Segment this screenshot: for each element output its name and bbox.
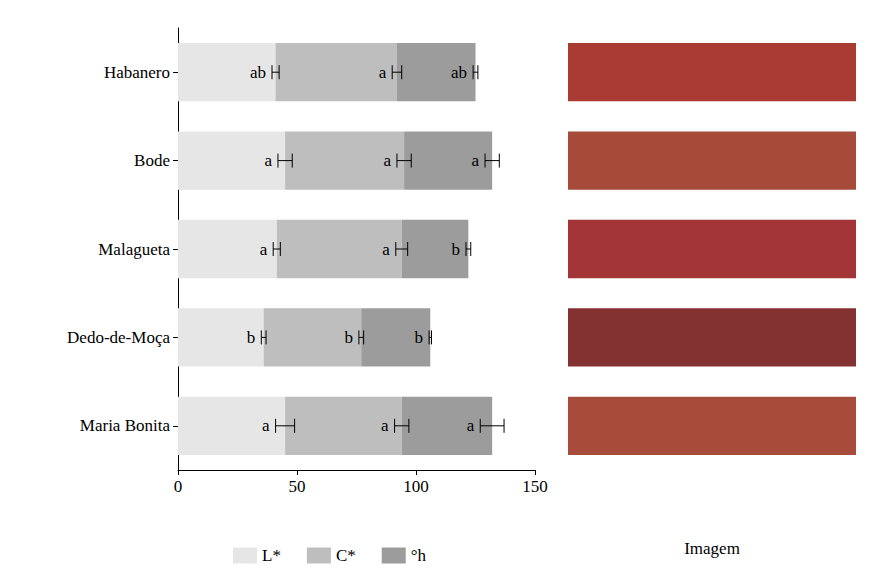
svg-text:a: a [471, 151, 479, 170]
svg-text:Habanero: Habanero [104, 63, 170, 82]
svg-text:a: a [382, 240, 390, 259]
svg-text:C*: C* [336, 546, 356, 565]
svg-text:ab: ab [451, 63, 467, 82]
svg-text:a: a [467, 416, 475, 435]
svg-text:a: a [260, 240, 268, 259]
svg-text:0: 0 [174, 477, 183, 496]
svg-text:a: a [381, 416, 389, 435]
svg-text:a: a [383, 151, 391, 170]
svg-text:Malagueta: Malagueta [98, 240, 170, 259]
svg-text:Imagem: Imagem [684, 539, 740, 558]
svg-text:°h: °h [411, 546, 427, 565]
svg-text:100: 100 [403, 477, 429, 496]
svg-text:b: b [344, 328, 353, 347]
svg-text:b: b [247, 328, 256, 347]
svg-text:a: a [264, 151, 272, 170]
svg-text:b: b [451, 240, 460, 259]
svg-text:L*: L* [262, 546, 281, 565]
svg-text:Dedo-de-Moça: Dedo-de-Moça [67, 328, 170, 347]
svg-text:a: a [262, 416, 270, 435]
svg-text:Bode: Bode [134, 151, 170, 170]
svg-text:Maria Bonita: Maria Bonita [80, 416, 171, 435]
svg-text:ab: ab [250, 63, 266, 82]
svg-text:150: 150 [522, 477, 548, 496]
svg-text:b: b [415, 328, 424, 347]
svg-text:a: a [379, 63, 387, 82]
svg-text:50: 50 [289, 477, 306, 496]
